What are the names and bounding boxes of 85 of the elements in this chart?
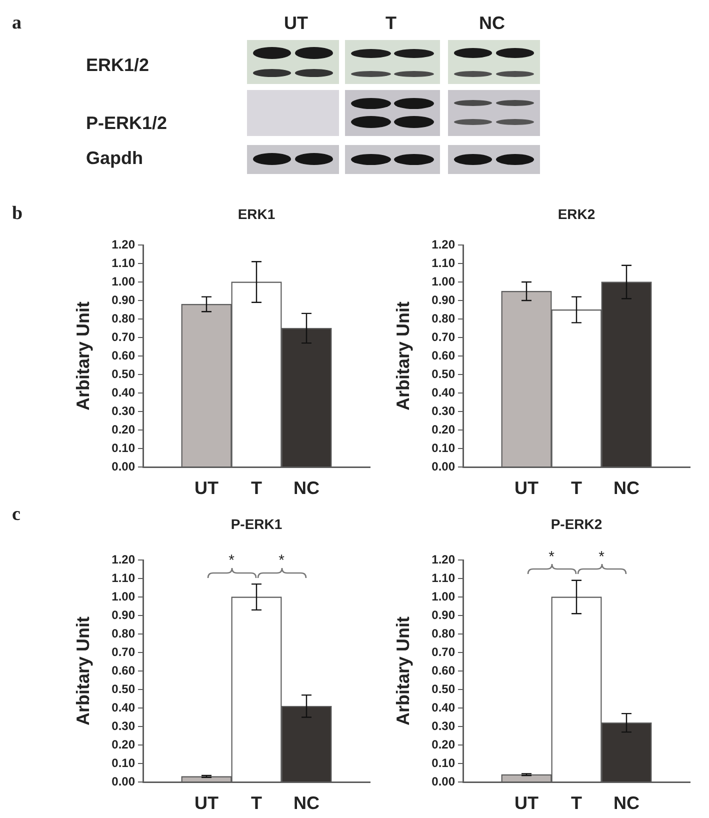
y-tick-label: 0.30	[432, 718, 456, 733]
y-tick-label: 0.10	[432, 440, 456, 455]
x-tick-label: T	[571, 792, 582, 813]
y-tick-label: 0.60	[432, 663, 456, 678]
y-tick-label: 0.70	[112, 644, 136, 659]
x-tick-label: UT	[194, 478, 218, 498]
y-tick-label: 1.20	[112, 237, 136, 252]
y-tick-label: 1.00	[112, 589, 136, 604]
category-label: T	[386, 13, 396, 33]
y-tick-label: 1.10	[112, 256, 136, 270]
y-tick-label: 0.70	[432, 644, 456, 659]
x-tick-label: T	[251, 478, 262, 498]
chart-title: ERK1	[238, 206, 276, 222]
y-tick-label: 1.10	[432, 256, 456, 270]
y-tick-label: 0.20	[432, 422, 456, 436]
category-label: ERK1/2	[86, 55, 150, 75]
y-tick-label: 0.20	[112, 737, 136, 752]
y-tick-label: 0.60	[112, 663, 136, 678]
y-tick-label: 0.90	[112, 608, 136, 622]
y-tick-label: 0.80	[432, 626, 456, 640]
x-tick-label: NC	[294, 478, 320, 498]
category-label: P-ERK1/2	[86, 113, 168, 133]
y-tick-label: 0.50	[432, 366, 456, 381]
y-tick-label: 0.40	[112, 385, 136, 400]
y-tick-label: 0.30	[112, 718, 136, 733]
y-tick-label: 0.40	[432, 385, 456, 400]
annotation: *	[278, 552, 285, 570]
y-tick-label: 0.10	[112, 756, 136, 770]
y-tick-label: 0.10	[112, 440, 136, 455]
y-tick-label: 1.20	[112, 552, 136, 566]
x-tick-label: T	[571, 478, 582, 498]
y-tick-label: 0.50	[112, 682, 136, 696]
y-axis-title: Arbitary Unit	[392, 301, 413, 411]
y-tick-label: 1.20	[432, 552, 456, 566]
text: b	[12, 202, 23, 224]
y-tick-label: 0.00	[112, 459, 136, 474]
y-tick-label: 0.50	[432, 682, 456, 696]
y-tick-label: 1.10	[112, 570, 136, 585]
chart-title: P-ERK1	[230, 516, 282, 532]
y-axis-title: Arbitary Unit	[72, 616, 93, 726]
y-tick-label: 0.00	[112, 774, 136, 788]
x-tick-label: T	[251, 792, 262, 813]
y-tick-label: 1.10	[432, 570, 456, 585]
y-tick-label: 1.00	[432, 274, 456, 288]
y-tick-label: 0.10	[432, 756, 456, 770]
x-tick-label: NC	[614, 478, 640, 498]
text: c	[12, 504, 20, 525]
category-label: Gapdh	[86, 148, 143, 168]
y-tick-label: 0.20	[112, 422, 136, 436]
annotation: *	[598, 548, 605, 566]
annotation: *	[548, 548, 555, 566]
y-tick-label: 1.00	[432, 589, 456, 604]
category-label: NC	[479, 13, 505, 33]
annotation: *	[228, 552, 235, 570]
y-tick-label: 0.30	[432, 404, 456, 418]
x-tick-label: NC	[614, 792, 640, 813]
y-tick-label: 1.00	[112, 274, 136, 288]
x-tick-label: UT	[514, 792, 538, 813]
category-label: UT	[284, 13, 308, 33]
y-tick-label: 0.50	[112, 366, 136, 381]
y-axis-title: Arbitary Unit	[72, 301, 93, 411]
y-tick-label: 0.30	[112, 404, 136, 418]
y-tick-label: 0.90	[432, 608, 456, 622]
y-tick-label: 0.70	[432, 330, 456, 344]
x-tick-label: NC	[294, 792, 320, 813]
text: a	[12, 12, 22, 34]
y-tick-label: 0.70	[112, 330, 136, 344]
chart-title: ERK2	[558, 206, 596, 222]
y-tick-label: 0.00	[432, 459, 456, 474]
y-tick-label: 0.40	[432, 700, 456, 714]
y-tick-label: 1.20	[432, 237, 456, 252]
y-tick-label: 0.90	[432, 292, 456, 307]
y-tick-label: 0.60	[432, 348, 456, 362]
x-tick-label: UT	[194, 792, 218, 813]
y-tick-label: 0.20	[432, 737, 456, 752]
y-tick-label: 0.80	[432, 311, 456, 326]
y-tick-label: 0.80	[112, 311, 136, 326]
x-tick-label: UT	[514, 478, 538, 498]
y-tick-label: 0.60	[112, 348, 136, 362]
y-tick-label: 0.80	[112, 626, 136, 640]
y-tick-label: 0.90	[112, 292, 136, 307]
y-tick-label: 0.00	[432, 774, 456, 788]
y-tick-label: 0.40	[112, 700, 136, 714]
y-axis-title: Arbitary Unit	[392, 616, 413, 726]
chart-title: P-ERK2	[550, 516, 602, 532]
